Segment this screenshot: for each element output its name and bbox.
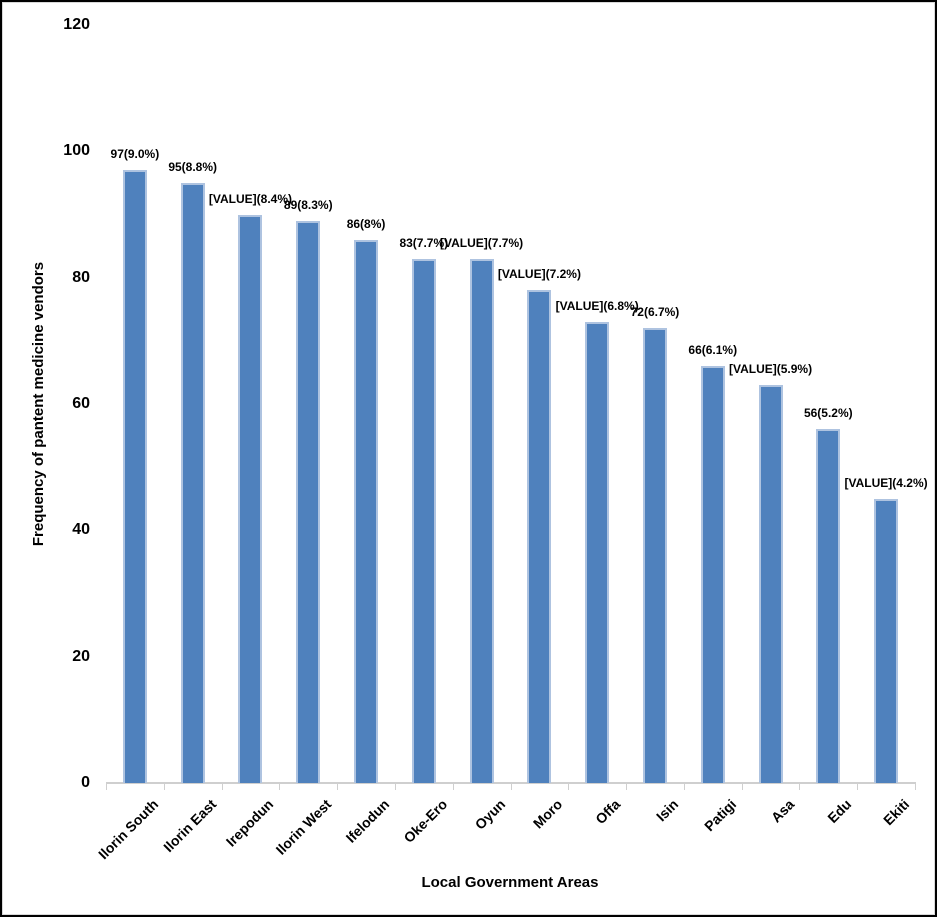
x-axis-tick — [626, 783, 628, 790]
bar — [585, 321, 610, 783]
x-tick-label: Patigi — [700, 796, 740, 835]
y-tick-label: 60 — [72, 395, 90, 412]
y-tick-label: 100 — [63, 142, 90, 160]
x-axis-tick — [857, 783, 859, 790]
bar-value-label: [VALUE](7.2%) — [497, 267, 581, 282]
x-axis-tick — [799, 783, 801, 790]
y-tick-label: 40 — [72, 521, 90, 539]
x-axis-tick — [741, 783, 743, 790]
bar — [238, 214, 263, 783]
x-tick-label: Isin — [652, 796, 682, 825]
bar-value-label: 89(8.3%) — [283, 197, 333, 212]
y-tick-label: 0 — [81, 774, 90, 791]
bar — [527, 290, 552, 783]
y-tick-label: 20 — [72, 647, 90, 665]
x-tick-label: Ilorin South — [94, 796, 162, 863]
bar — [296, 220, 321, 783]
x-tick-label: Edu — [824, 796, 855, 827]
bar-value-label: 72(6.7%) — [630, 305, 680, 320]
x-axis-tick — [163, 783, 165, 790]
bar-value-label: 95(8.8%) — [168, 159, 218, 174]
bar-value-label: 83(7.7%) — [399, 235, 449, 250]
x-axis-tick — [394, 783, 396, 790]
bar-value-label: [VALUE](7.7%) — [440, 235, 524, 250]
bar — [122, 170, 147, 783]
bar — [180, 182, 205, 783]
x-tick-label: Oyun — [471, 796, 508, 833]
x-axis-tick — [683, 783, 685, 790]
bar-value-label: [VALUE](4.2%) — [844, 475, 928, 490]
x-axis-tick — [452, 783, 454, 790]
x-axis-tick — [568, 783, 570, 790]
bar — [354, 239, 379, 783]
x-tick-label: Oke-Ero — [400, 796, 451, 846]
x-tick-label: Irepodun — [223, 796, 277, 850]
x-tick-label: Ifelodun — [342, 796, 393, 846]
x-tick-label: Moro — [530, 796, 566, 832]
bar — [874, 498, 899, 783]
x-axis-tick — [279, 783, 281, 790]
x-axis-tick — [510, 783, 512, 790]
bar — [411, 258, 436, 783]
x-axis-title: Local Government Areas — [421, 874, 599, 891]
x-tick-label: Ilorin West — [272, 796, 335, 858]
y-tick-label: 120 — [63, 16, 90, 33]
x-tick-label: Ilorin East — [159, 796, 219, 856]
x-tick-label: Offa — [592, 796, 624, 828]
x-tick-label: Asa — [767, 796, 797, 826]
bar-value-label: 56(5.2%) — [803, 406, 853, 421]
bar-value-label: [VALUE](6.8%) — [555, 298, 639, 313]
bar-value-label: 97(9.0%) — [110, 147, 160, 162]
bar-value-label: [VALUE](8.4%) — [208, 191, 293, 206]
bar-value-label: [VALUE](5.9%) — [728, 362, 813, 377]
x-axis-tick — [915, 783, 916, 790]
bar-value-label: 86(8%) — [346, 216, 386, 231]
bar — [642, 328, 667, 783]
x-axis-tick — [221, 783, 223, 790]
x-tick-label: Ekiti — [880, 796, 913, 829]
x-axis-tick — [337, 783, 339, 790]
bar — [700, 366, 725, 783]
bar-value-label: 66(6.1%) — [688, 343, 738, 358]
bar — [758, 385, 783, 783]
bar — [469, 258, 494, 783]
x-axis-tick — [106, 783, 107, 790]
y-tick-label: 80 — [72, 268, 90, 286]
bar — [816, 429, 841, 783]
